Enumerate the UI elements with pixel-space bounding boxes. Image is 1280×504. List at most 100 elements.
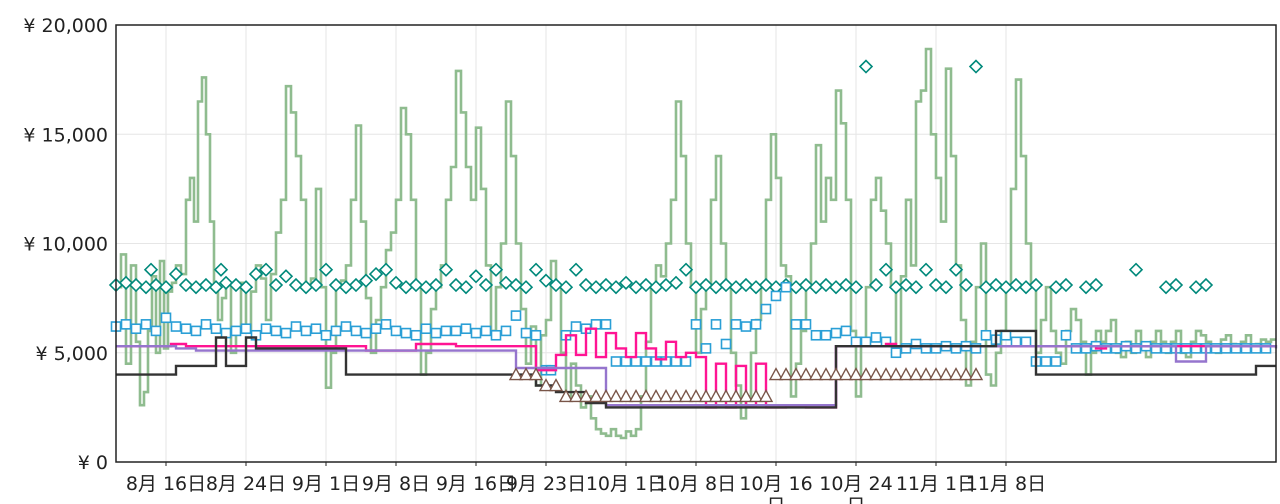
diamond-point — [848, 280, 864, 295]
triangle-point — [878, 367, 894, 381]
diamond-point — [508, 277, 524, 293]
triangle-point — [818, 367, 834, 381]
diamond-point — [828, 280, 844, 295]
triangle-point — [898, 367, 914, 381]
y-tick-label: ¥ 15,000 — [23, 124, 108, 146]
diamond-point — [928, 277, 944, 293]
diamond-point — [908, 280, 924, 295]
triangle-point — [658, 388, 674, 403]
diamond-point — [568, 262, 584, 277]
diamond-point — [158, 280, 174, 295]
square-point — [1010, 336, 1022, 348]
square-point — [530, 329, 542, 341]
x-tick-label: 11月 1日 — [896, 473, 976, 495]
diamond-point — [958, 277, 974, 293]
diamond-point — [1188, 280, 1204, 295]
square-point — [430, 327, 442, 339]
diamond-point — [1168, 277, 1184, 293]
diamond-point — [618, 275, 634, 290]
square-point — [710, 319, 722, 330]
triangle-point — [958, 367, 974, 381]
triangle-point — [748, 388, 764, 403]
triangle-point — [848, 367, 864, 381]
square-point — [1240, 343, 1252, 354]
diamond-point — [1128, 262, 1144, 277]
diamond-point — [178, 277, 194, 293]
square-point — [760, 303, 772, 315]
triangle-point — [828, 367, 844, 381]
triangle-point — [698, 388, 714, 403]
triangle-point — [718, 388, 734, 403]
diamond-point — [358, 273, 374, 288]
square-point — [910, 338, 922, 350]
square-point — [380, 319, 392, 330]
diamond-point — [1008, 277, 1024, 293]
diamond-point — [838, 277, 854, 293]
square-point — [220, 327, 232, 339]
x-tick-label: 8月 16日 — [126, 473, 206, 495]
square-point — [130, 323, 142, 335]
diamond-point — [468, 269, 484, 284]
square-point — [600, 319, 612, 330]
square-point — [800, 319, 812, 330]
diamond-point — [188, 280, 204, 295]
square-point — [690, 319, 702, 330]
diamond-point — [318, 262, 334, 277]
diamond-point — [438, 262, 454, 277]
square-point — [930, 343, 942, 354]
diamond-point — [408, 277, 424, 293]
triangle-point — [568, 388, 584, 403]
diamond-point — [218, 275, 234, 290]
series-1 — [108, 59, 1214, 295]
diamond-point — [248, 266, 264, 282]
square-point — [1050, 356, 1062, 367]
square-point — [1110, 343, 1122, 354]
square-point — [810, 329, 822, 341]
diamond-point — [368, 266, 384, 282]
triangle-point — [618, 388, 634, 403]
square-point — [1070, 343, 1082, 354]
square-point — [290, 321, 302, 332]
triangle-point — [788, 367, 804, 381]
square-point — [820, 329, 832, 341]
triangle-point — [948, 367, 964, 381]
triangle-point — [578, 388, 594, 403]
square-point — [260, 323, 272, 335]
x-tick-label: 10月 1日 — [586, 473, 666, 495]
diamond-point — [608, 280, 624, 295]
diamond-point — [198, 277, 214, 293]
triangle-point — [648, 388, 664, 403]
series-2 — [110, 281, 1272, 376]
diamond-point — [938, 280, 954, 295]
diamond-point — [143, 262, 159, 277]
diamond-point — [798, 277, 814, 293]
square-point — [320, 329, 332, 341]
square-point — [570, 321, 582, 332]
square-point — [330, 325, 342, 337]
diamond-point — [678, 262, 694, 277]
diamond-point — [128, 277, 144, 293]
diamond-point — [288, 277, 304, 293]
square-point — [680, 356, 692, 367]
series-6 — [508, 367, 984, 403]
square-point — [1210, 343, 1222, 354]
square-point — [920, 343, 932, 354]
triangle-point — [608, 388, 624, 403]
x-tick-label: 9月 23日 — [506, 473, 586, 495]
triangle-point — [908, 367, 924, 381]
triangle-point — [768, 367, 784, 381]
square-point — [1150, 343, 1162, 354]
square-point — [590, 319, 602, 330]
square-point — [500, 325, 512, 337]
square-point — [860, 336, 872, 348]
square-point — [300, 325, 312, 337]
diamond-point — [538, 273, 554, 288]
diamond-point — [818, 277, 834, 293]
triangle-point — [838, 367, 854, 381]
diamond-point — [758, 277, 774, 293]
triangle-point — [928, 367, 944, 381]
square-point — [1220, 343, 1232, 354]
triangle-point — [558, 388, 574, 403]
square-point — [900, 343, 912, 354]
diamond-point — [918, 262, 934, 277]
